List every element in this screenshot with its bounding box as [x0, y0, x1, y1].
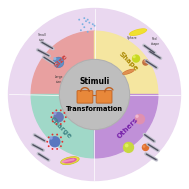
Circle shape — [90, 28, 92, 30]
Circle shape — [94, 25, 95, 27]
Text: Large
size: Large size — [54, 75, 63, 84]
Circle shape — [142, 59, 149, 66]
Circle shape — [55, 123, 57, 125]
Circle shape — [53, 57, 56, 60]
Circle shape — [64, 112, 65, 114]
Wedge shape — [94, 31, 158, 94]
Circle shape — [143, 145, 145, 148]
Circle shape — [135, 115, 139, 118]
Circle shape — [88, 22, 90, 24]
Circle shape — [133, 55, 136, 58]
Circle shape — [61, 61, 128, 128]
Circle shape — [49, 136, 53, 140]
Circle shape — [60, 136, 62, 138]
FancyBboxPatch shape — [77, 91, 93, 103]
Circle shape — [82, 23, 84, 25]
Text: Size: Size — [53, 53, 69, 69]
Circle shape — [80, 29, 82, 31]
Text: Transformation: Transformation — [66, 106, 123, 112]
Circle shape — [53, 112, 64, 122]
Circle shape — [83, 17, 85, 19]
Circle shape — [123, 142, 134, 153]
Ellipse shape — [129, 29, 147, 36]
Circle shape — [9, 9, 180, 180]
FancyBboxPatch shape — [96, 91, 112, 103]
Circle shape — [48, 145, 50, 147]
Ellipse shape — [129, 28, 147, 36]
Circle shape — [142, 144, 149, 151]
Circle shape — [64, 120, 65, 122]
Circle shape — [125, 144, 129, 147]
Circle shape — [46, 141, 48, 143]
Circle shape — [78, 19, 80, 21]
Circle shape — [52, 134, 53, 136]
Circle shape — [60, 60, 129, 129]
Circle shape — [56, 134, 58, 136]
Circle shape — [143, 60, 146, 63]
Wedge shape — [31, 31, 94, 94]
Ellipse shape — [63, 158, 77, 163]
Circle shape — [60, 123, 62, 125]
Text: Rod
shape: Rod shape — [150, 37, 160, 46]
Circle shape — [53, 112, 57, 115]
Circle shape — [132, 54, 140, 63]
Text: Shape: Shape — [117, 50, 139, 72]
Wedge shape — [31, 94, 94, 158]
Circle shape — [65, 116, 67, 118]
Ellipse shape — [61, 157, 79, 165]
Circle shape — [55, 109, 57, 111]
Circle shape — [85, 20, 87, 22]
Circle shape — [52, 120, 54, 122]
Circle shape — [52, 148, 53, 150]
Circle shape — [61, 141, 63, 143]
Circle shape — [135, 114, 145, 124]
Text: Others: Others — [116, 116, 140, 140]
Text: Charge: Charge — [49, 116, 73, 140]
Circle shape — [49, 136, 60, 147]
Circle shape — [83, 26, 85, 28]
Circle shape — [52, 112, 54, 114]
Circle shape — [50, 116, 52, 118]
Circle shape — [48, 136, 50, 138]
Circle shape — [60, 145, 62, 147]
Circle shape — [53, 57, 64, 68]
Wedge shape — [94, 94, 158, 158]
Text: Small
size: Small size — [37, 33, 46, 42]
Circle shape — [87, 19, 89, 21]
Ellipse shape — [123, 69, 134, 74]
Circle shape — [92, 23, 94, 25]
Ellipse shape — [122, 69, 135, 75]
Circle shape — [56, 148, 58, 150]
Circle shape — [60, 109, 62, 111]
Text: Sphere: Sphere — [127, 36, 138, 40]
Text: Stimuli: Stimuli — [79, 77, 110, 86]
Circle shape — [87, 31, 89, 33]
